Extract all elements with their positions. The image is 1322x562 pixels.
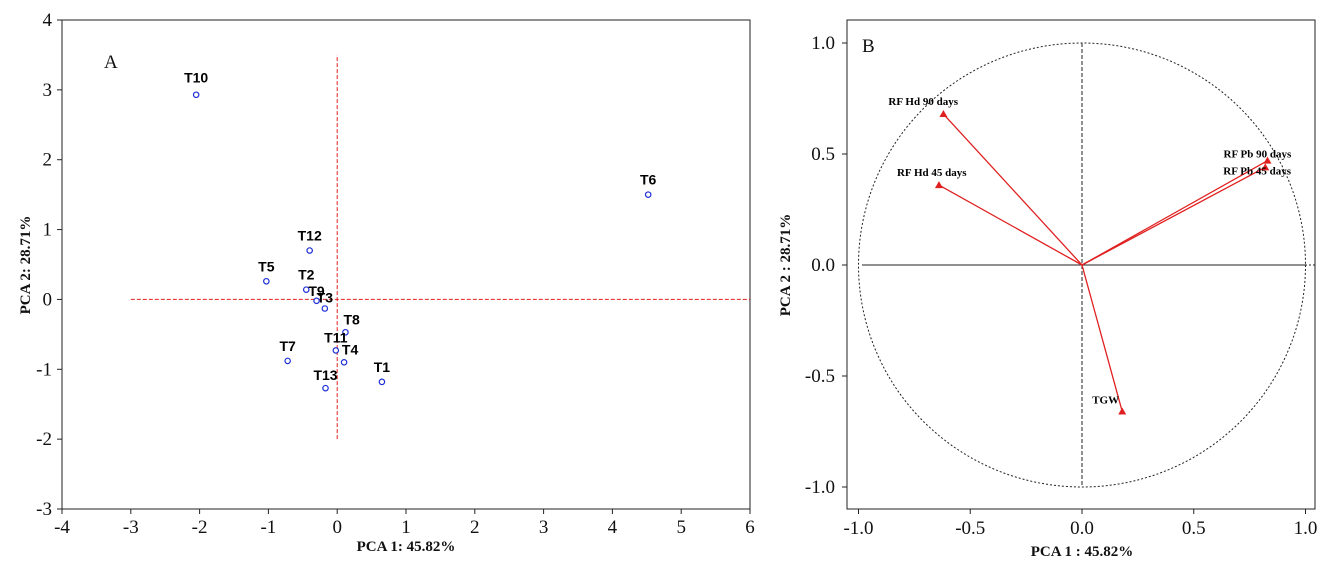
point-t5	[263, 277, 270, 285]
panel-a-frame	[61, 19, 751, 510]
point-t13	[322, 384, 329, 392]
panel-a-y-ticks: -3 -2 -1 0 1 2 3 4	[36, 10, 62, 520]
x-tick-label: -1.0	[843, 518, 873, 539]
y-tick-label: 3	[43, 80, 53, 101]
point-label-t12: T12	[298, 228, 322, 244]
point-t10	[192, 91, 200, 99]
point-t8	[342, 328, 349, 336]
x-tick-label: -1	[260, 517, 276, 538]
point-t3	[321, 305, 329, 312]
point-t2	[302, 286, 310, 293]
y-tick-label: 4	[43, 10, 53, 31]
vector-tip-tgw	[1118, 407, 1127, 415]
panel-a-label: A	[104, 52, 118, 73]
panel-b-x-axis-label: PCA 1 : 45.82%	[1031, 544, 1134, 560]
vector-rf-pb-45-days	[1081, 166, 1266, 266]
point-label-t7: T7	[279, 338, 296, 354]
point-t12	[306, 247, 313, 254]
point-t7	[284, 357, 291, 365]
point-label-t9: T9	[308, 283, 325, 299]
point-label-t10: T10	[184, 70, 208, 86]
x-tick-label: 1.0	[1294, 518, 1318, 539]
y-tick-label: -1	[36, 359, 52, 380]
point-label-t13: T13	[313, 367, 337, 383]
x-tick-label: 4	[608, 517, 618, 538]
panel-a-reference-lines	[130, 54, 750, 440]
y-tick-label: -0.5	[805, 366, 835, 387]
x-tick-label: 1	[401, 517, 411, 538]
x-tick-label: 6	[745, 517, 755, 538]
panel-a-y-axis-label: PCA 2: 28.71%	[18, 216, 34, 315]
point-label-t8: T8	[343, 311, 360, 327]
vector-label-rf-pb-45-days: RF Pb 45 days	[1223, 165, 1291, 177]
panel-a-x-ticks: -4 -3 -2 -1 0 1 2 3 4 5 6	[54, 509, 755, 538]
panel-b-vectors: RF Hd 90 days RF Hd 45 days RF Pb 90 days R…	[888, 96, 1292, 415]
x-tick-label: -4	[54, 517, 70, 538]
point-t6	[644, 191, 652, 198]
vector-tgw	[1081, 264, 1123, 412]
point-label-t4: T4	[342, 341, 359, 357]
point-label-t3: T3	[317, 290, 334, 306]
panel-b-axes	[858, 42, 1315, 488]
y-tick-label: -2	[36, 429, 52, 450]
point-label-t5: T5	[258, 258, 275, 274]
y-tick-label: 1.0	[811, 33, 835, 54]
x-tick-label: 3	[539, 517, 549, 538]
y-tick-label: 2	[43, 150, 53, 171]
point-label-t11: T11	[324, 329, 348, 345]
vector-label-rf-hd-90-days: RF Hd 90 days	[888, 96, 958, 108]
vector-tip-rf-pb-45-days	[1261, 163, 1270, 171]
point-label-t6: T6	[640, 172, 657, 188]
x-tick-label: 2	[470, 517, 480, 538]
panel-b-y-axis-label: PCA 2 : 28.71%	[778, 214, 794, 317]
x-tick-label: -3	[123, 517, 139, 538]
panel-b-y-ticks: -1.0 -0.5 0.0 0.5 1.0	[805, 33, 847, 498]
y-tick-label: 0	[43, 289, 53, 310]
vector-label-tgw: TGW	[1092, 395, 1119, 407]
vector-rf-pb-90-days	[1081, 160, 1268, 266]
x-tick-label: 0.0	[1070, 518, 1094, 539]
panel-b-label: B	[862, 36, 875, 57]
vector-label-rf-hd-45-days: RF Hd 45 days	[897, 167, 967, 179]
vector-tip-rf-pb-90-days	[1263, 156, 1272, 164]
point-t11	[332, 347, 340, 354]
y-tick-label: 1	[43, 220, 53, 241]
point-label-t1: T1	[374, 359, 391, 375]
vector-tip-rf-hd-90-days	[939, 110, 948, 118]
panel-b-loading-plot: B PCA 1 : 45.82% PCA 2 : 28.71% -1.0 -0.5…	[778, 19, 1317, 560]
x-tick-label: -2	[192, 517, 208, 538]
point-t1	[378, 378, 386, 386]
panel-b-x-ticks: -1.0 -0.5 0.0 0.5 1.0	[843, 509, 1317, 539]
y-tick-label: -1.0	[805, 477, 835, 498]
vector-tip-rf-hd-45-days	[934, 181, 943, 189]
x-tick-label: -0.5	[955, 518, 985, 539]
y-tick-label: 0.5	[811, 144, 835, 165]
x-tick-label: 5	[676, 517, 686, 538]
panel-a-x-axis-label: PCA 1: 45.82%	[357, 539, 456, 555]
vector-rf-hd-90-days	[942, 113, 1083, 266]
panel-a-score-plot: A PCA 1: 45.82% PCA 2: 28.71% -4 -3 -2 -1 0 1…	[18, 10, 755, 555]
y-tick-label: 0.0	[811, 255, 835, 276]
y-tick-label: -3	[36, 499, 52, 520]
x-tick-label: 0	[332, 517, 342, 538]
x-tick-label: 0.5	[1182, 518, 1206, 539]
vector-rf-hd-45-days	[938, 184, 1083, 266]
vector-label-rf-pb-90-days: RF Pb 90 days	[1224, 149, 1292, 161]
point-label-t2: T2	[298, 267, 315, 283]
point-t4	[340, 358, 348, 366]
point-t9	[313, 297, 320, 305]
